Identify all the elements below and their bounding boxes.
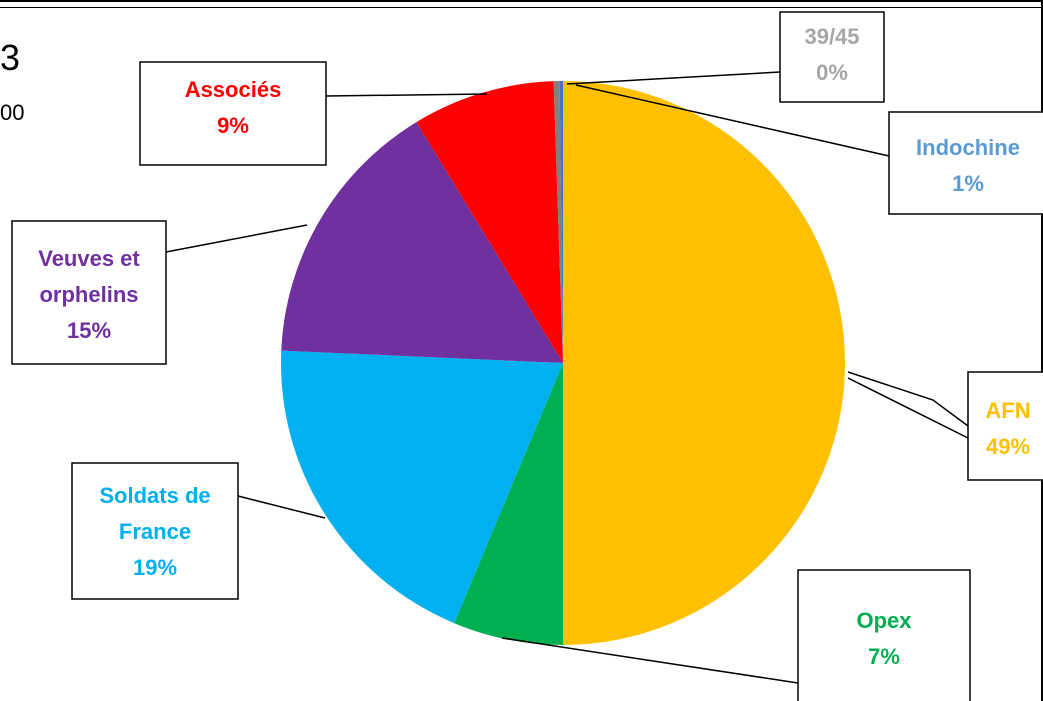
label-category: France — [119, 519, 191, 544]
frame-top-border — [0, 0, 1043, 2]
slice-opex — [454, 363, 563, 645]
leader-line — [165, 224, 308, 253]
label-opex: Opex 7% — [797, 569, 971, 701]
label-soldats-de-france: Soldats de France 19% — [71, 462, 239, 600]
label-percent: 1% — [952, 171, 984, 196]
label-veuves-et-orphelins: Veuves et orphelins 15% — [11, 220, 167, 365]
label-percent: 0% — [816, 60, 848, 85]
leader-line — [847, 377, 969, 439]
label-percent: 49% — [986, 434, 1030, 459]
label-category: Veuves et — [38, 246, 140, 271]
leader-line — [566, 71, 781, 85]
leader-line — [847, 371, 969, 427]
leader-line — [575, 84, 890, 157]
slice-indochine — [559, 81, 563, 363]
label-indochine: Indochine 1% — [888, 111, 1043, 215]
slice-associes — [416, 81, 563, 364]
leader-line — [237, 495, 326, 519]
label-category: 39/45 — [804, 24, 859, 49]
label-category: Indochine — [916, 135, 1020, 160]
label-39-45: 39/45 0% — [779, 11, 885, 103]
slice-soldats-de-france — [281, 350, 563, 624]
leader-line — [501, 637, 799, 684]
label-percent: 15% — [67, 318, 111, 343]
slice-39-45 — [553, 81, 563, 364]
label-category: Opex — [856, 608, 912, 633]
frame-top-inner-border — [0, 7, 1043, 8]
cropped-title-fragment: 3 — [0, 37, 21, 78]
slice-afn — [563, 81, 845, 645]
label-box — [967, 371, 1043, 481]
label-category: Soldats de — [99, 483, 210, 508]
label-percent: 19% — [133, 555, 177, 580]
label-box — [11, 220, 167, 365]
label-box — [779, 11, 885, 103]
label-box — [797, 569, 971, 701]
label-box — [71, 462, 239, 600]
label-associes: Associés 9% — [139, 61, 327, 166]
cropped-subtitle-fragment: 00 — [0, 100, 25, 125]
leader-line — [325, 93, 488, 97]
label-category: AFN — [985, 398, 1030, 423]
slice-veuves-et-orphelins — [281, 122, 563, 363]
label-box — [888, 111, 1043, 215]
label-percent: 9% — [217, 113, 249, 138]
label-category: Associés — [185, 77, 282, 102]
frame-right-border — [1041, 0, 1043, 701]
label-percent: 7% — [868, 644, 900, 669]
label-category: orphelins — [39, 282, 138, 307]
label-box — [139, 61, 327, 166]
label-afn: AFN 49% — [967, 371, 1043, 481]
